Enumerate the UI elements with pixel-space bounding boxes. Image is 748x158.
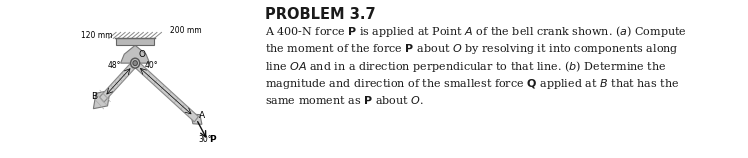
Polygon shape <box>191 114 202 124</box>
Polygon shape <box>116 38 154 45</box>
Text: 200 mm: 200 mm <box>170 26 201 35</box>
Circle shape <box>133 61 138 66</box>
Polygon shape <box>133 61 198 122</box>
Text: magnitude and direction of the smallest force $\mathbf{Q}$ applied at $B$ that h: magnitude and direction of the smallest … <box>265 76 679 91</box>
Text: 120 mm: 120 mm <box>81 31 112 40</box>
Text: B: B <box>91 92 97 101</box>
Text: PROBLEM 3.7: PROBLEM 3.7 <box>265 7 375 22</box>
Polygon shape <box>94 91 110 109</box>
Text: 30°: 30° <box>199 135 212 144</box>
Text: O: O <box>139 50 146 59</box>
Text: 48°: 48° <box>108 61 121 70</box>
Text: 40°: 40° <box>144 61 158 70</box>
Text: P: P <box>209 135 216 144</box>
Polygon shape <box>120 45 150 63</box>
Text: A: A <box>199 111 205 120</box>
Polygon shape <box>99 61 138 102</box>
Text: the moment of the force $\mathbf{P}$ about $O$ by resolving it into components a: the moment of the force $\mathbf{P}$ abo… <box>265 42 678 56</box>
Text: line $OA$ and in a direction perpendicular to that line. ($b$) Determine the: line $OA$ and in a direction perpendicul… <box>265 59 666 74</box>
Text: A 400-N force $\mathbf{P}$ is applied at Point $A$ of the bell crank shown. ($a$: A 400-N force $\mathbf{P}$ is applied at… <box>265 24 686 40</box>
Circle shape <box>131 58 140 68</box>
Text: same moment as $\mathbf{P}$ about $O$.: same moment as $\mathbf{P}$ about $O$. <box>265 94 423 106</box>
